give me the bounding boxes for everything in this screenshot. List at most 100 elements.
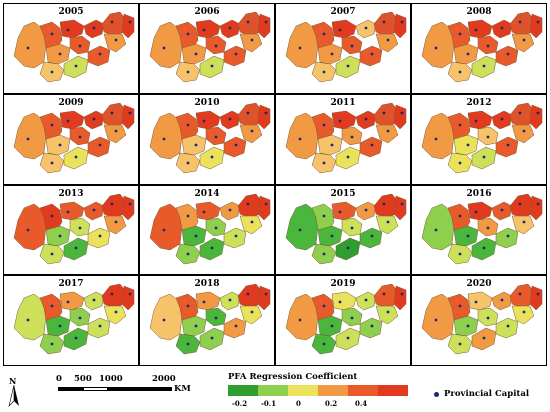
- provincial-capital-marker: [466, 52, 470, 56]
- map-region: [103, 215, 127, 234]
- provincial-capital-marker: [214, 316, 218, 320]
- provincial-capital-marker: [322, 214, 326, 217]
- provincial-capital-marker: [186, 123, 190, 127]
- provincial-capital-marker: [50, 342, 54, 346]
- basin-map-2006: [149, 11, 271, 83]
- provincial-capital-marker: [458, 304, 462, 308]
- provincial-capital-marker: [458, 342, 462, 346]
- map-region: [239, 124, 263, 144]
- provincial-capital-marker: [500, 298, 504, 302]
- provincial-capital-marker: [214, 44, 218, 48]
- provincial-capital-marker: [400, 202, 404, 205]
- provincial-capital-marker: [214, 135, 218, 139]
- provincial-capital-marker: [522, 129, 526, 133]
- provincial-capital-marker: [78, 316, 82, 320]
- basin-map-2005: [13, 11, 135, 83]
- color-legend: PFA Regression Coefficient -0.2 -0.1 0 0…: [228, 372, 418, 408]
- map-region: [393, 13, 407, 39]
- map-region: [375, 306, 399, 325]
- basin-map-2014: [149, 193, 271, 264]
- panel-year-label: 2009: [58, 97, 84, 108]
- basin-map-2016: [421, 193, 543, 264]
- provincial-capital-marker: [338, 210, 342, 213]
- map-region: [495, 45, 519, 67]
- map-region: [393, 285, 407, 311]
- provincial-capital-marker: [50, 161, 54, 165]
- provincial-capital-marker: [74, 155, 78, 159]
- legend-swatch-2: [288, 385, 318, 396]
- provincial-capital-marker: [330, 52, 334, 56]
- provincial-capital-marker: [114, 129, 118, 133]
- provincial-capital-marker: [162, 46, 166, 50]
- map-region: [359, 45, 383, 67]
- scale-bar: 0 500 1000 2000 KM: [56, 374, 226, 406]
- provincial-capital-marker: [26, 228, 30, 231]
- provincial-capital-marker: [162, 228, 166, 231]
- provincial-capital-marker: [506, 234, 510, 237]
- map-region: [239, 215, 263, 234]
- map-region: [223, 227, 247, 248]
- provincial-capital-marker: [50, 214, 54, 217]
- provincial-capital-marker: [298, 228, 302, 231]
- map-region: [331, 201, 357, 220]
- provincial-capital-marker: [264, 292, 268, 296]
- provincial-capital-marker: [500, 117, 504, 121]
- provincial-capital-marker: [400, 292, 404, 296]
- provincial-capital-marker: [350, 44, 354, 48]
- provincial-capital-marker: [228, 298, 232, 302]
- map-region: [239, 33, 263, 53]
- map-region: [257, 104, 271, 130]
- map-region: [181, 225, 207, 246]
- map-region: [467, 19, 493, 39]
- provincial-capital-marker: [50, 123, 54, 127]
- map-region: [511, 215, 535, 234]
- map-region: [529, 195, 543, 220]
- north-arrow-icon: [8, 385, 19, 407]
- provincial-capital-marker: [78, 226, 82, 229]
- provincial-capital-marker: [364, 117, 368, 121]
- provincial-capital-marker: [506, 324, 510, 328]
- legend-tick-neg01: -0.1: [261, 399, 277, 408]
- provincial-capital-marker: [92, 26, 96, 30]
- provincial-capital-marker: [382, 292, 386, 296]
- provincial-capital-marker: [458, 32, 462, 36]
- panel-year-label: 2012: [466, 97, 492, 108]
- provincial-capital-marker: [298, 137, 302, 141]
- panel-year-label: 2007: [330, 7, 356, 17]
- provincial-capital-marker: [518, 111, 522, 115]
- provincial-capital-marker: [228, 208, 232, 211]
- map-region: [103, 124, 127, 144]
- map-region: [223, 317, 247, 339]
- provincial-capital-marker: [202, 119, 206, 123]
- provincial-capital-marker: [350, 226, 354, 229]
- basin-map-2020: [421, 283, 543, 355]
- provincial-capital-marker: [250, 220, 254, 223]
- map-region: [467, 201, 493, 220]
- provincial-capital-marker: [78, 44, 82, 48]
- provincial-capital-marker: [58, 234, 62, 237]
- provincial-capital-marker: [26, 46, 30, 50]
- map-footer: N 0 500 1000 2000 KM PFA Regression Coef…: [0, 366, 550, 412]
- provincial-capital-marker: [128, 292, 132, 296]
- provincial-capital-marker: [186, 214, 190, 217]
- provincial-capital-marker: [346, 246, 350, 249]
- provincial-capital-marker: [202, 210, 206, 213]
- provincial-capital-marker: [322, 123, 326, 127]
- map-panel-2018: 2018: [139, 275, 275, 366]
- provincial-capital-marker: [346, 336, 350, 340]
- provincial-capital-marker: [500, 26, 504, 30]
- provincial-capital-marker: [50, 252, 54, 255]
- map-region: [45, 315, 71, 337]
- map-panel-2007: 2007: [275, 3, 411, 94]
- map-region: [495, 227, 519, 248]
- provincial-capital-marker: [234, 234, 238, 237]
- legend-title: PFA Regression Coefficient: [228, 372, 358, 382]
- provincial-capital-marker: [536, 111, 540, 115]
- provincial-capital-marker: [26, 318, 30, 322]
- provincial-capital-marker: [228, 26, 232, 30]
- map-region: [331, 110, 357, 130]
- provincial-capital-marker: [128, 20, 132, 24]
- provincial-capital-marker: [370, 324, 374, 328]
- provincial-capital-marker: [322, 252, 326, 255]
- map-region: [103, 306, 127, 325]
